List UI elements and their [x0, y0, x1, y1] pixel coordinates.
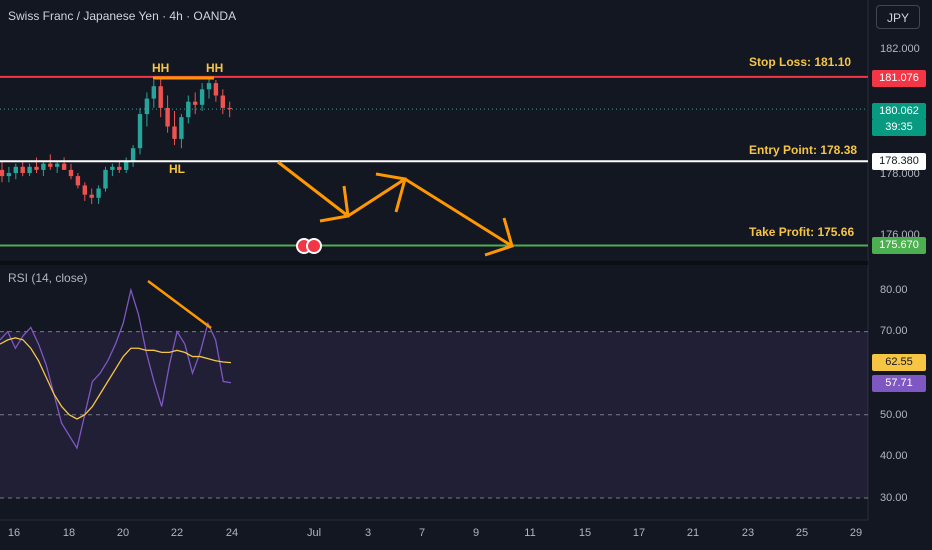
hh-label-2: HH: [206, 61, 224, 75]
candle-body: [227, 107, 232, 110]
hl-label: HL: [169, 162, 185, 176]
rsi-ma-line: [0, 337, 232, 420]
candle-body: [110, 166, 115, 170]
symbol-title: Swiss Franc / Japanese Yen · 4h · OANDA: [8, 9, 237, 23]
candle-body: [137, 114, 143, 149]
hh-label-1: HH: [152, 61, 170, 75]
candle-body: [124, 160, 129, 170]
entry-price-tag: 178.380: [872, 153, 926, 170]
rsi-axis-tick: 70.00: [880, 325, 908, 337]
time-axis-tick: Jul: [306, 527, 322, 539]
candle-body: [89, 194, 94, 198]
time-axis-tick: 25: [795, 527, 809, 539]
price-axis-tick: 178.000: [880, 168, 920, 180]
candle-body: [75, 176, 81, 186]
current-price-tag: 180.062: [872, 103, 926, 120]
candle-body: [48, 163, 53, 167]
price-axis-tick: 182.000: [880, 43, 920, 55]
candle-body: [151, 86, 156, 99]
rsi-axis-tick: 80.00: [880, 284, 908, 296]
candle-body: [206, 83, 212, 90]
candle-body: [103, 169, 108, 189]
candle-body: [179, 117, 184, 139]
event-badge: [306, 238, 322, 254]
candle-body: [193, 101, 198, 105]
candle-body: [0, 169, 5, 177]
rsi-line: [0, 287, 232, 450]
arrowhead-2: [375, 172, 407, 213]
time-axis-tick: 11: [524, 527, 536, 539]
candle-body: [55, 163, 60, 167]
time-axis-tick: 9: [472, 527, 480, 539]
candle-body: [82, 185, 87, 195]
time-axis-tick: 20: [116, 527, 130, 539]
candle-body: [27, 166, 32, 173]
entry-point-label: Entry Point: 178.38: [749, 143, 858, 157]
time-axis-tick: 15: [578, 527, 592, 539]
time-axis-tick: 23: [741, 527, 755, 539]
time-axis-tick: 16: [7, 527, 21, 539]
rsi-axis-tick: 30.00: [880, 492, 908, 504]
candle-body: [34, 166, 39, 170]
time-axis-tick: 7: [418, 527, 426, 539]
candle-body: [20, 166, 25, 173]
countdown-tag: 39:35: [872, 119, 926, 136]
rsi-value-tag: 57.71: [872, 375, 926, 392]
candle-body: [13, 166, 18, 173]
take-profit-label: Take Profit: 175.66: [749, 225, 855, 239]
candle-body: [130, 148, 136, 161]
stop-loss-label: Stop Loss: 181.10: [749, 55, 852, 69]
time-axis-tick: 24: [225, 527, 239, 539]
candle-body: [117, 166, 122, 170]
projection-path: [277, 160, 513, 248]
currency-button[interactable]: JPY: [876, 5, 920, 29]
candle-body: [6, 173, 12, 177]
candle-body: [213, 83, 219, 96]
candle-body: [220, 95, 225, 108]
take-profit-price-tag: 175.670: [872, 237, 926, 254]
candle-body: [68, 169, 74, 177]
arrowhead-1: [319, 185, 350, 223]
time-axis-tick: 29: [849, 527, 863, 539]
candle-body: [165, 107, 170, 127]
candle-body: [96, 188, 101, 198]
candle-body: [144, 98, 150, 115]
rsi-axis-tick: 40.00: [880, 450, 908, 462]
time-axis-tick: 18: [62, 527, 76, 539]
rsi-title: RSI (14, close): [8, 271, 88, 285]
time-axis-tick: 3: [364, 527, 372, 539]
candle-body: [199, 89, 205, 105]
rsi-divergence-line: [147, 279, 212, 330]
candle-body: [172, 126, 177, 139]
candle-body: [61, 163, 67, 170]
candle-body: [186, 101, 191, 118]
rsi-ma-value-tag: 62.55: [872, 354, 926, 371]
arrowhead-3: [484, 217, 514, 257]
time-axis-tick: 21: [686, 527, 700, 539]
candle-body: [158, 86, 163, 108]
time-axis-tick: 17: [632, 527, 646, 539]
pane-separator[interactable]: [0, 261, 868, 265]
time-axis-tick: 22: [170, 527, 184, 539]
stop-loss-price-tag: 181.076: [872, 70, 926, 87]
rsi-axis-tick: 50.00: [880, 409, 908, 421]
candle-body: [41, 163, 46, 170]
